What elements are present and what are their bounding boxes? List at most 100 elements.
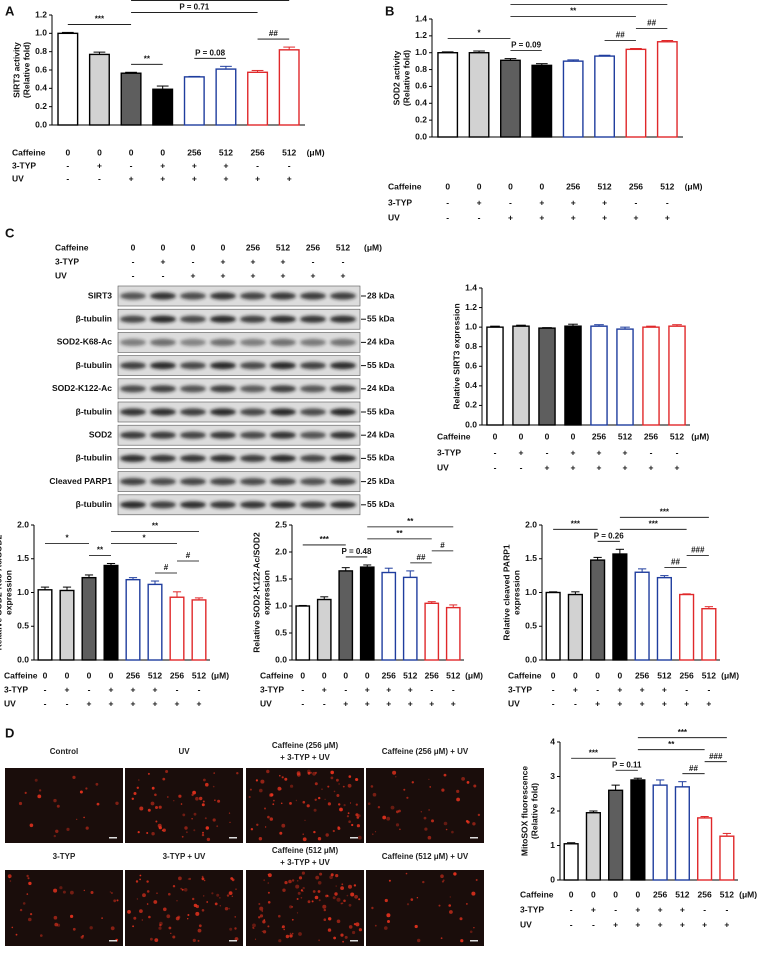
cell-signal xyxy=(460,939,464,943)
cell-signal xyxy=(187,878,190,880)
treatment-cell: + xyxy=(662,698,667,708)
cell-signal xyxy=(307,769,311,774)
size-label: 25 kDa xyxy=(367,476,395,486)
significance-label: *** xyxy=(678,728,688,737)
cell-signal xyxy=(148,915,151,919)
blot-band xyxy=(210,385,236,393)
cell-signal xyxy=(66,827,70,832)
treatment-cell: + xyxy=(623,447,628,457)
blot-label: β-tubulin xyxy=(76,406,112,416)
cell-signal xyxy=(318,899,321,902)
y-axis-label: Relative SIRT3 expression xyxy=(451,303,461,409)
treatment-cell: 512 xyxy=(336,242,350,252)
cell-signal xyxy=(30,913,33,916)
treatment-unit: (μM) xyxy=(364,242,382,252)
bar xyxy=(652,784,668,881)
blot-band xyxy=(120,315,146,323)
cell-signal xyxy=(384,926,388,930)
treatment-label: Caffeine xyxy=(260,670,294,680)
cell-signal xyxy=(341,883,344,886)
treatment-cell: 256 xyxy=(629,181,643,191)
treatment-cell: + xyxy=(571,197,576,207)
cell-signal xyxy=(296,880,299,882)
bar xyxy=(125,578,141,661)
cell-signal xyxy=(374,924,377,927)
bar xyxy=(612,553,628,661)
treatment-cell: 256 xyxy=(680,670,694,680)
cell-signal xyxy=(314,771,318,774)
micrograph xyxy=(366,768,484,843)
scale-bar xyxy=(109,940,117,942)
treatment-cell: 256 xyxy=(653,889,667,899)
treatment-cell: + xyxy=(706,698,711,708)
blot-band xyxy=(330,338,356,346)
scale-bar xyxy=(229,837,237,839)
cell-signal xyxy=(53,888,58,893)
blot-band xyxy=(270,454,296,462)
cell-signal xyxy=(258,916,261,919)
bar xyxy=(424,602,440,661)
treatment-label: 3-TYP xyxy=(260,684,284,694)
bar xyxy=(564,325,582,426)
y-axis-label: Relative cleaved PARP1 xyxy=(501,544,511,640)
y-tick-label: 2 xyxy=(550,805,555,815)
treatment-cell: - xyxy=(676,447,679,457)
cell-signal xyxy=(158,805,162,809)
cell-signal xyxy=(214,902,218,906)
bar xyxy=(152,88,174,126)
bar xyxy=(538,327,556,426)
cell-signal xyxy=(355,803,358,806)
cell-signal xyxy=(291,918,294,921)
cell-signal xyxy=(311,900,314,903)
treatment-cell: 0 xyxy=(43,670,48,680)
cell-signal xyxy=(19,908,23,912)
cell-signal xyxy=(7,874,12,878)
blot-band xyxy=(120,292,146,300)
treatment-cell: + xyxy=(221,256,226,266)
cell-signal xyxy=(201,833,205,837)
blot-band xyxy=(300,478,326,486)
cell-signal xyxy=(411,781,414,784)
blot-band xyxy=(330,385,356,393)
cell-signal xyxy=(278,914,281,918)
treatment-cell: - xyxy=(132,270,135,280)
treatment-cell: + xyxy=(281,270,286,280)
treatment-cell: + xyxy=(680,904,685,914)
blot-band xyxy=(330,408,356,416)
y-axis-label: expression xyxy=(511,570,521,615)
blot-band xyxy=(150,292,176,300)
cell-signal xyxy=(342,940,344,943)
treatment-cell: + xyxy=(602,212,607,222)
cell-signal xyxy=(327,802,331,806)
y-tick-label: 2.0 xyxy=(17,519,29,529)
cell-signal xyxy=(27,877,30,880)
significance-label: ** xyxy=(407,517,414,526)
bar xyxy=(616,328,634,426)
cell-signal xyxy=(317,837,322,841)
treatment-label: Caffeine xyxy=(388,181,422,191)
treatment-cell: - xyxy=(344,684,347,694)
treatment-label: Caffeine xyxy=(55,242,89,252)
cell-signal xyxy=(288,879,292,884)
blot-label: β-tubulin xyxy=(76,313,112,323)
cell-signal xyxy=(424,827,428,831)
blot-label: β-tubulin xyxy=(76,453,112,463)
treatment-cell: + xyxy=(602,197,607,207)
cell-signal xyxy=(138,779,140,781)
treatment-cell: + xyxy=(597,462,602,472)
micrograph-bg xyxy=(5,870,123,946)
cell-signal xyxy=(291,932,294,935)
cell-signal xyxy=(252,923,256,928)
treatment-cell: - xyxy=(288,160,291,170)
treatment-label: 3-TYP xyxy=(508,684,532,694)
cell-signal xyxy=(147,772,150,775)
cell-signal xyxy=(350,892,355,897)
cell-signal xyxy=(329,875,333,879)
significance-label: ## xyxy=(671,558,680,567)
cell-signal xyxy=(295,884,300,889)
cell-signal xyxy=(351,823,354,827)
cell-signal xyxy=(475,879,478,881)
treatment-label: UV xyxy=(437,462,449,472)
blot-band xyxy=(240,478,266,486)
bar xyxy=(500,59,521,138)
